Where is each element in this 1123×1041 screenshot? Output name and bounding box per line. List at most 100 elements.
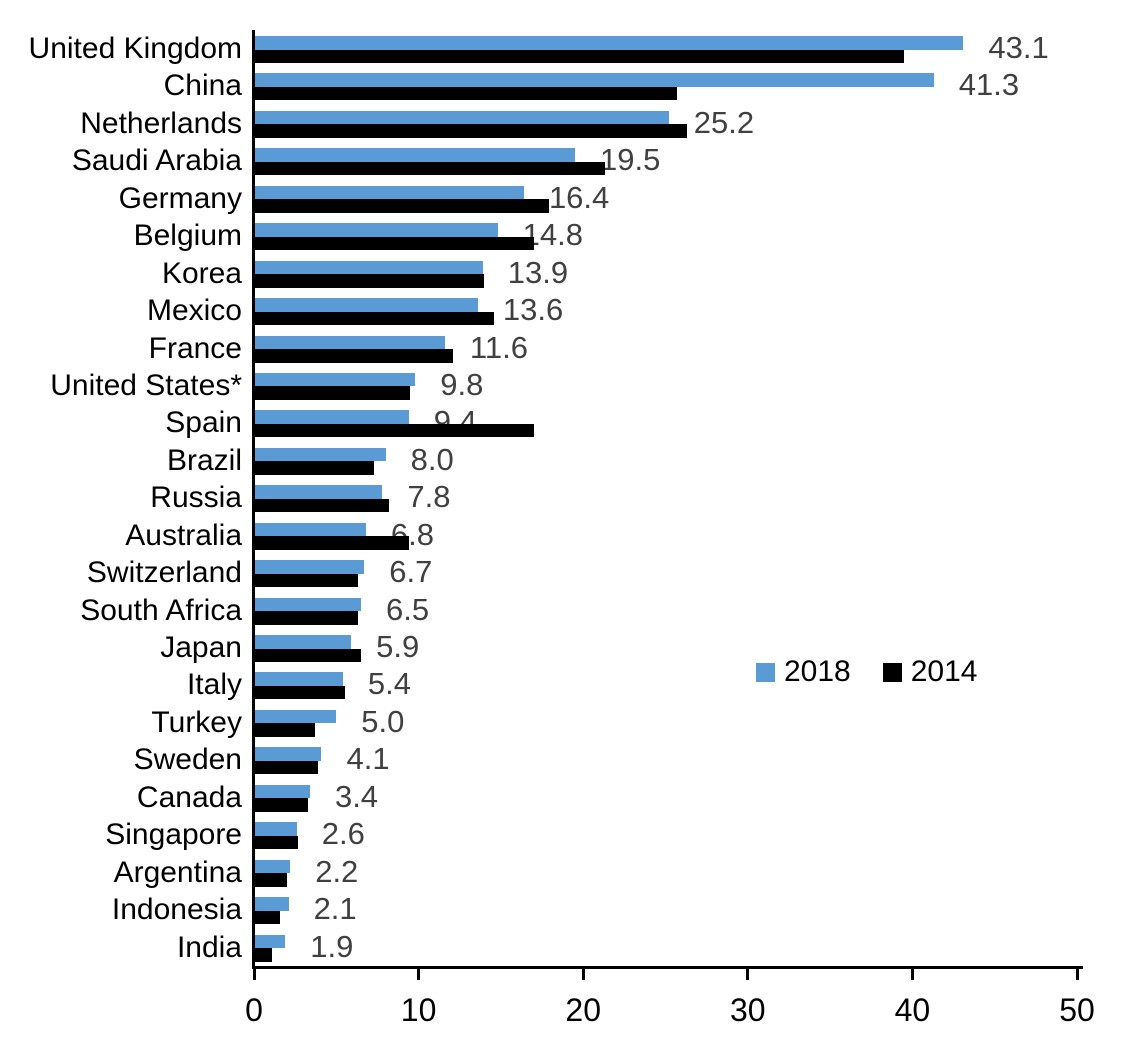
- category-label: Brazil: [166, 443, 242, 477]
- bar-2018: [254, 73, 934, 87]
- bar-2018: [254, 522, 366, 537]
- data-label: 43.1: [988, 30, 1049, 65]
- bar-2014: [254, 349, 454, 363]
- category-label: Spain: [165, 406, 242, 440]
- bar-2014: [254, 760, 319, 775]
- bar-2018: [254, 822, 297, 836]
- category-label: United States*: [50, 368, 242, 402]
- x-axis-tick: [581, 966, 585, 980]
- category-label: Saudi Arabia: [71, 144, 242, 178]
- bar-2018: [254, 897, 289, 911]
- data-label: 2.6: [321, 816, 365, 852]
- bar-2014: [254, 573, 358, 588]
- category-label: Turkey: [151, 705, 242, 739]
- x-axis-tick: [1075, 966, 1079, 980]
- bar-2018: [254, 747, 322, 761]
- legend-label: 2014: [910, 655, 978, 688]
- bar-2014: [254, 461, 375, 475]
- category-label: Korea: [161, 256, 242, 290]
- bar-2018: [254, 485, 383, 499]
- data-label: 41.3: [958, 67, 1020, 103]
- category-label: Germany: [118, 181, 242, 215]
- bar-2014: [254, 835, 299, 850]
- data-label: 2.1: [313, 891, 357, 927]
- x-axis-tick: [746, 966, 750, 980]
- bar-2014: [254, 423, 534, 438]
- bar-2018: [254, 36, 964, 50]
- bar-2018: [254, 709, 337, 724]
- bar-2018: [254, 335, 445, 350]
- data-label: 5.4: [367, 666, 411, 702]
- bar-2018: [254, 372, 416, 387]
- category-label: South Africa: [80, 593, 242, 627]
- category-label: India: [176, 930, 242, 964]
- data-label: 2.2: [315, 853, 359, 889]
- x-axis-tick: [252, 966, 256, 980]
- data-label: 13.6: [502, 292, 564, 328]
- bar-2014: [254, 86, 678, 101]
- bar-2018: [254, 298, 478, 312]
- data-label: 11.6: [469, 329, 528, 365]
- legend-swatch-icon: [882, 662, 902, 682]
- data-label: 6.7: [389, 554, 433, 590]
- data-label: 5.0: [361, 703, 405, 739]
- legend-swatch-icon: [756, 662, 775, 682]
- bar-2014: [254, 199, 549, 213]
- bar-2014: [254, 386, 411, 400]
- x-axis-line: [252, 966, 1083, 969]
- x-axis-tick: [417, 966, 421, 980]
- bar-2014: [254, 274, 485, 288]
- x-axis-tick-label: 20: [565, 992, 601, 1028]
- legend-label: 2018: [784, 655, 851, 688]
- category-label: Mexico: [146, 294, 242, 328]
- data-label: 3.4: [334, 778, 379, 814]
- legend-entry-2018: 2018: [756, 655, 851, 688]
- bar-2014: [254, 536, 409, 550]
- bar-2018: [254, 260, 483, 275]
- x-axis-tick-label: 40: [894, 992, 931, 1028]
- bar-2018: [254, 560, 365, 574]
- bar-2018: [254, 635, 352, 649]
- bar-2014: [254, 798, 309, 812]
- data-label: 7.8: [407, 479, 451, 515]
- bar-2014: [254, 648, 361, 663]
- bar-2018: [254, 597, 361, 612]
- bar-2014: [254, 124, 687, 138]
- x-axis-tick-label: 10: [400, 992, 437, 1028]
- data-label: 13.9: [507, 254, 569, 290]
- category-label: Sweden: [133, 743, 242, 777]
- x-axis-tick-label: 50: [1059, 992, 1095, 1028]
- category-label: Argentina: [113, 855, 242, 889]
- data-label: 19.5: [599, 142, 661, 178]
- data-label: 9.8: [440, 366, 484, 402]
- legend-entry-2014: 2014: [882, 655, 978, 688]
- bar-2014: [254, 236, 534, 251]
- category-label: Japan: [160, 631, 242, 665]
- bar-2018: [254, 223, 498, 237]
- category-label: Indonesia: [111, 893, 242, 927]
- bar-2014: [254, 723, 315, 737]
- bar-2014: [254, 873, 287, 887]
- category-label: Switzerland: [86, 556, 242, 590]
- bar-2018: [254, 110, 669, 125]
- data-label: 4.1: [346, 741, 390, 777]
- category-label: Australia: [125, 518, 242, 552]
- data-label: 8.0: [410, 441, 454, 477]
- category-label: Singapore: [105, 818, 242, 852]
- data-label: 16.4: [548, 179, 610, 215]
- bar-2014: [254, 611, 358, 625]
- x-axis-tick-label: 30: [730, 992, 766, 1028]
- data-label: 1.9: [310, 928, 354, 964]
- bar-2014: [254, 948, 273, 962]
- bar-2018: [254, 185, 524, 200]
- bar-2018: [254, 148, 575, 162]
- data-label: 25.2: [693, 104, 755, 140]
- bar-2014: [254, 685, 345, 700]
- category-label: France: [148, 331, 242, 365]
- category-label: Belgium: [133, 219, 242, 253]
- data-label: 5.9: [376, 629, 420, 665]
- bar-2018: [254, 934, 286, 949]
- bar-2014: [254, 161, 605, 176]
- bar-2018: [254, 672, 343, 686]
